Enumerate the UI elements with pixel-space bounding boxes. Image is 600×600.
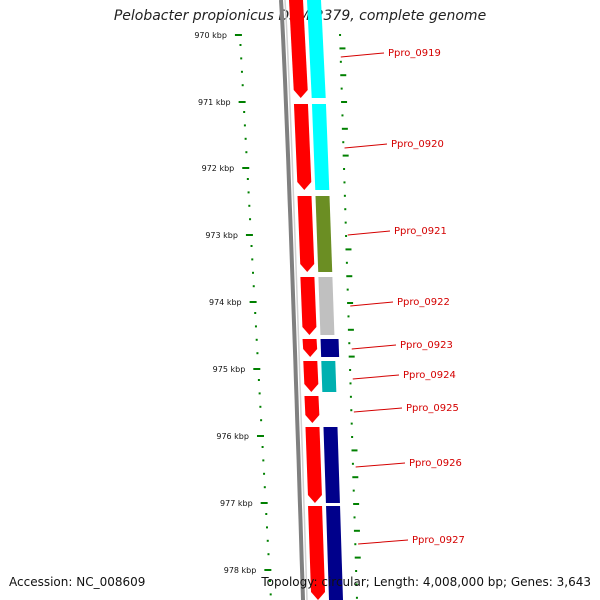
gene-arrow [304,396,320,423]
ruler-tick-label: 976 kbp [216,432,249,441]
gene-arrow [293,104,312,190]
gene-arrow [308,506,325,600]
cog-track [307,0,343,600]
cog-block [322,396,338,423]
cog-block [315,196,333,272]
ruler-tick-label: 973 kbp [205,231,238,240]
gene-label: Ppro_0926 [409,458,462,469]
cog-block [311,104,330,190]
ruler-tick-label: 971 kbp [198,98,231,107]
backbone [279,0,308,600]
cog-block [307,0,326,98]
gene-label: Ppro_0925 [406,403,459,414]
gene-labels: Ppro_0919 Ppro_0920 Ppro_0921 Ppro_0922 Ppro… [340,48,465,546]
gene-arrow [302,339,318,357]
gene-track [289,0,325,600]
ruler-tick-label: 978 kbp [224,566,257,575]
accession-label: Accession: NC_008609 [9,575,146,589]
gene-arrow [297,196,315,272]
genome-summary: Topology: circular; Length: 4,008,000 bp… [261,575,591,589]
gene-leader-line [355,462,406,468]
ruler-tick-label: 972 kbp [202,164,235,173]
backbone-line [279,0,305,600]
gene-arrow [300,277,317,335]
gene-label: Ppro_0919 [388,48,441,59]
cog-block [326,506,343,600]
gene-arrow [305,427,322,503]
ruler-tick-label: 970 kbp [194,31,227,40]
gene-leader-line [352,374,400,380]
gene-label: Ppro_0922 [397,297,450,308]
gene-leader-line [351,344,397,350]
gene-label: Ppro_0921 [394,226,447,237]
ruler-tick-label: 974 kbp [209,298,242,307]
cog-block [318,277,335,335]
gene-leader-line [350,301,394,307]
gene-leader-line [344,143,388,149]
gene-leader-line [353,407,403,413]
gene-arrow [289,0,308,98]
gene-arrow [303,361,319,392]
gene-leader-line [340,52,385,58]
cog-block [321,361,337,392]
ruler-tick-label: 977 kbp [220,499,253,508]
gene-leader-line [347,230,391,236]
backbone-inner-line [284,0,308,600]
gene-leader-line [358,539,409,545]
gene-label: Ppro_0924 [403,370,456,381]
cog-block [323,427,340,503]
gene-label: Ppro_0920 [391,139,444,150]
cog-block [320,339,340,357]
ruler-tick-label: 975 kbp [213,365,246,374]
gene-label: Ppro_0927 [412,535,465,546]
gene-label: Ppro_0923 [400,340,453,351]
ruler: 970 kbp 971 kbp 972 kbp 973 kbp 974 kbp 975 k… [194,31,361,599]
